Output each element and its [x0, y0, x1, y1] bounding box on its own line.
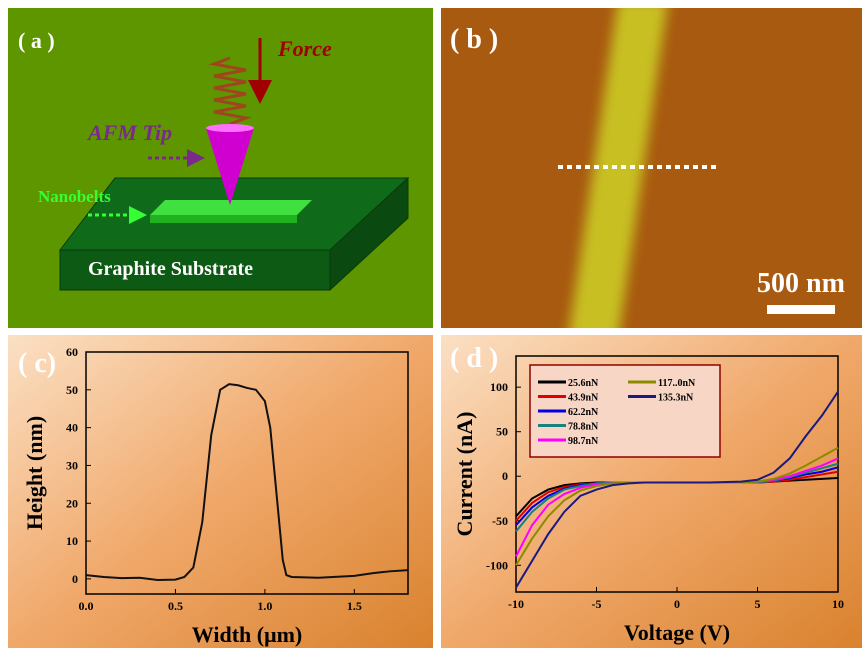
- page: ( a ) Force AFM Tip Nanobelts Graphite S…: [0, 0, 863, 649]
- y-tick-label: 40: [66, 421, 78, 435]
- legend-label: 43.9nN: [568, 393, 599, 404]
- y-tick-label: 60: [66, 345, 78, 359]
- tip-top: [206, 124, 254, 132]
- x-tick-label: 0.5: [168, 599, 183, 613]
- tip-label: AFM Tip: [86, 120, 172, 145]
- x-tick-label: 0: [674, 597, 680, 611]
- figure: ( a ) Force AFM Tip Nanobelts Graphite S…: [0, 0, 863, 649]
- nanobelt-side: [150, 215, 297, 223]
- legend-label: 117..0nN: [658, 378, 696, 389]
- x-tick-label: 10: [832, 597, 844, 611]
- x-tick-label: 5: [755, 597, 761, 611]
- x-tick-label: 1.0: [257, 599, 272, 613]
- y-tick-label: 0: [502, 469, 508, 483]
- x-tick-label: -10: [508, 597, 524, 611]
- panel-label: ( a ): [18, 28, 55, 53]
- substrate-label: Graphite Substrate: [88, 258, 253, 280]
- legend-label: 25.6nN: [568, 378, 599, 389]
- x-tick-label: 1.5: [347, 599, 362, 613]
- y-tick-label: -50: [492, 514, 508, 528]
- x-tick-label: -5: [592, 597, 602, 611]
- panel-label: ( b ): [450, 24, 498, 55]
- legend-label: 62.2nN: [568, 407, 599, 418]
- y-axis-title: Current (nA): [452, 412, 477, 537]
- legend-label: 78.8nN: [568, 422, 599, 433]
- y-tick-label: 10: [66, 534, 78, 548]
- nanobelts-label: Nanobelts: [38, 187, 111, 206]
- y-tick-label: 0: [72, 572, 78, 586]
- y-axis-title: Height (nm): [22, 416, 47, 530]
- scale-bar: [767, 305, 835, 314]
- x-axis-title: Width (μm): [192, 622, 302, 647]
- panel-label: ( c): [18, 348, 56, 379]
- y-tick-label: 50: [66, 383, 78, 397]
- y-tick-label: 20: [66, 496, 78, 510]
- y-tick-label: -100: [486, 558, 508, 572]
- x-axis-title: Voltage (V): [624, 620, 730, 645]
- nanobelt: [150, 200, 312, 215]
- y-tick-label: 50: [496, 425, 508, 439]
- legend-label: 135.3nN: [658, 393, 694, 404]
- panel-label: ( d ): [450, 343, 498, 374]
- x-tick-label: 0.0: [79, 599, 94, 613]
- legend-label: 98.7nN: [568, 436, 599, 447]
- y-tick-label: 100: [490, 380, 508, 394]
- force-label: Force: [277, 36, 332, 61]
- y-tick-label: 30: [66, 458, 78, 472]
- scale-label: 500 nm: [757, 268, 845, 299]
